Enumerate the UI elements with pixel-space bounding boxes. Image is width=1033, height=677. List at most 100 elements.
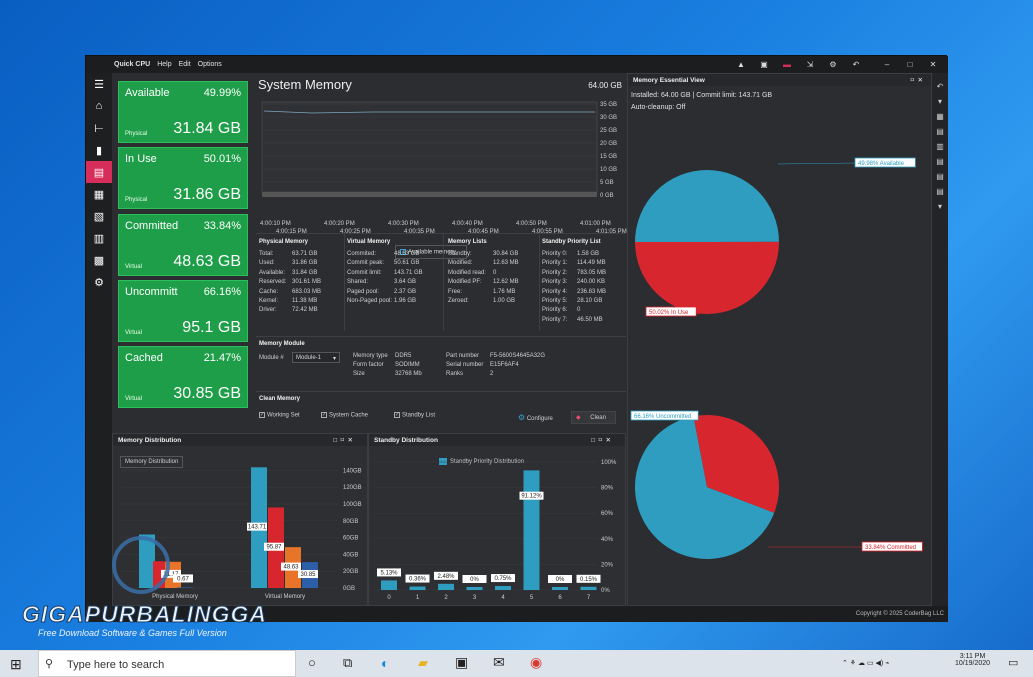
stats-section: Physical Memory Total: 63.71 GB Used: 31.86… <box>256 233 626 331</box>
module-row: Form factor SODIMM <box>353 362 422 371</box>
module-label: Form factor <box>353 362 384 368</box>
y-tick-label: 100% <box>601 460 617 466</box>
export-icon[interactable]: ⇲ <box>806 60 814 69</box>
clock[interactable]: 3:11 PM 10/19/2020 <box>955 653 990 667</box>
standby-priority-section: Standby Priority List Priority 0: 1.58 GB… <box>542 239 606 326</box>
palette-icon[interactable]: ▦ <box>936 112 944 121</box>
x-tick-label: 4:00:50 PM <box>516 221 547 227</box>
stat-label: Priority 0: <box>542 251 568 257</box>
stat-row: Commit peak: 50.61 GB <box>347 260 423 269</box>
stat-label: Priority 2: <box>542 269 568 276</box>
table-icon[interactable]: ▤ <box>936 172 944 181</box>
button-label: Clean <box>590 415 606 421</box>
standby-list-checkbox[interactable]: ✓ Standby List <box>394 412 436 419</box>
windows-start-icon[interactable]: ⊞ <box>10 656 22 672</box>
search-box[interactable]: ⚲ Type here to search <box>38 650 296 677</box>
document-search-icon[interactable]: ▧ <box>93 210 105 223</box>
table-icon[interactable]: ▤ <box>936 157 944 166</box>
cortana-icon[interactable]: ○ <box>308 655 316 670</box>
chart-legend: ✓ Available memory <box>395 245 467 259</box>
card-in-use[interactable]: In Use 50.01% Physical 31.86 GB <box>118 147 248 209</box>
slice-label: 49.98% Available <box>858 161 905 167</box>
mail-icon[interactable]: ✉ <box>493 654 505 670</box>
tree-icon[interactable]: ⊢ <box>94 122 104 135</box>
system-cache-checkbox[interactable]: ✓ System Cache <box>321 412 369 419</box>
hamburger-menu-icon[interactable]: ☰ <box>94 78 104 91</box>
panel-controls[interactable]: ⌑ ✕ <box>910 77 923 84</box>
y-tick-label: 25 GB <box>600 128 617 134</box>
stat-row: Used: 31.86 GB <box>259 260 321 269</box>
maximize-button[interactable]: □ <box>907 60 913 69</box>
table-icon[interactable]: ▤ <box>936 127 944 136</box>
undo-icon[interactable]: ↶ <box>936 82 944 91</box>
module-row: Serial number E15F6AF4 <box>446 362 545 371</box>
chevron-down-icon[interactable]: ▾ <box>937 202 942 211</box>
working-set-checkbox[interactable]: ✓ Working Set <box>259 412 300 419</box>
file-explorer-icon[interactable]: ▰ <box>418 655 428 670</box>
bar-chart-icon[interactable]: ▮ <box>95 144 103 157</box>
chrome-icon[interactable]: ◉ <box>530 654 543 670</box>
close-button[interactable]: ✕ <box>929 60 937 69</box>
checkbox-label: System Cache <box>329 412 369 419</box>
card-cached[interactable]: Cached 21.47% Virtual 30.85 GB <box>118 346 248 408</box>
screen-icon[interactable]: ▣ <box>760 60 768 69</box>
y-tick-label: 100GB <box>343 502 362 508</box>
edge-icon[interactable]: ◐ <box>381 655 390 671</box>
data-label: 30.85 <box>300 572 316 578</box>
notification-icon[interactable]: ▭ <box>1008 657 1019 669</box>
data-label: 0.15% <box>580 577 598 583</box>
configure-button[interactable]: ⚙ Configure <box>514 411 557 424</box>
pie-commit-slice-b <box>693 415 779 513</box>
book-icon[interactable]: ▥ <box>93 232 105 245</box>
panel-controls[interactable]: □ ⌑ ✕ <box>591 437 611 444</box>
store-icon[interactable]: ▣ <box>455 654 469 670</box>
card-percent: 66.16% <box>203 286 241 298</box>
table-settings-icon[interactable]: ▦ <box>93 188 105 201</box>
stat-label: Priority 6: <box>542 307 568 314</box>
undo-icon[interactable]: ↶ <box>852 60 860 69</box>
stat-row: Commited: 48.63 GB <box>347 251 423 260</box>
section-title: Memory Lists <box>448 239 487 245</box>
data-label: 0% <box>556 577 565 583</box>
task-view-icon[interactable]: ⧉ <box>343 655 353 670</box>
clean-button[interactable]: ◆ Clean <box>571 411 616 424</box>
table-icon[interactable]: ▤ <box>936 187 944 196</box>
essential-view-panel: Memory Essential View ⌑ ✕ Installed: 64.0… <box>627 73 932 606</box>
color-theme-icon[interactable]: ▬ <box>783 60 791 69</box>
module-select[interactable]: Module-1 ▾ <box>292 352 340 363</box>
watermark-logo <box>112 536 170 594</box>
memory-icon[interactable]: ▤ <box>86 161 112 183</box>
home-icon[interactable]: ⌂ <box>95 100 103 112</box>
minimize-button[interactable]: – <box>884 60 890 69</box>
module-value: F5-5600S4645A32G <box>490 353 546 359</box>
up-arrow-icon[interactable]: ▲ <box>737 60 745 69</box>
card-committed[interactable]: Committed 33.84% Virtual 48.63 GB <box>118 214 248 276</box>
menu-edit[interactable]: Edit <box>178 61 191 68</box>
card-title: Available <box>125 87 170 99</box>
x-tick-label: 1 <box>416 595 420 601</box>
chevron-down-icon[interactable]: ▾ <box>937 97 942 106</box>
bar <box>409 586 426 590</box>
system-tray[interactable]: ⌃ ⚘ ☁ ▭ ◀) ⌁ <box>842 660 890 667</box>
settings-icon[interactable]: ⚙ <box>829 60 837 69</box>
stat-value: 12.63 MB <box>493 260 519 267</box>
y-tick-label: 30 GB <box>600 115 617 121</box>
document-icon[interactable]: ▥ <box>936 142 944 151</box>
bar <box>523 470 540 590</box>
card-available[interactable]: Available 49.99% Physical 31.84 GB <box>118 81 248 143</box>
card-value: 48.63 GB <box>173 253 241 270</box>
gear-icon[interactable]: ⚙ <box>94 276 104 289</box>
data-label: 2.48% <box>437 574 455 580</box>
grid-icon[interactable]: ▩ <box>93 254 105 267</box>
panel-controls[interactable]: □ ⌑ ✕ <box>333 437 353 444</box>
menu-help[interactable]: Help <box>157 61 172 68</box>
stat-label: Non-Paged pool: <box>347 297 393 304</box>
card-uncommitted[interactable]: Uncommitt 66.16% Virtual 95.1 GB <box>118 280 248 342</box>
x-tick-label: 4:00:10 PM <box>260 221 291 227</box>
stat-row: Priority 4: 236.83 MB <box>542 289 606 298</box>
stat-row: Non-Paged pool: 1.96 GB <box>347 298 423 307</box>
standby-distribution-panel: Standby Distribution □ ⌑ ✕ Standby Priori… <box>368 433 626 606</box>
stat-label: Priority 1: <box>542 260 568 267</box>
menu-options[interactable]: Options <box>197 61 222 68</box>
y-tick-label: 20 GB <box>600 141 617 147</box>
